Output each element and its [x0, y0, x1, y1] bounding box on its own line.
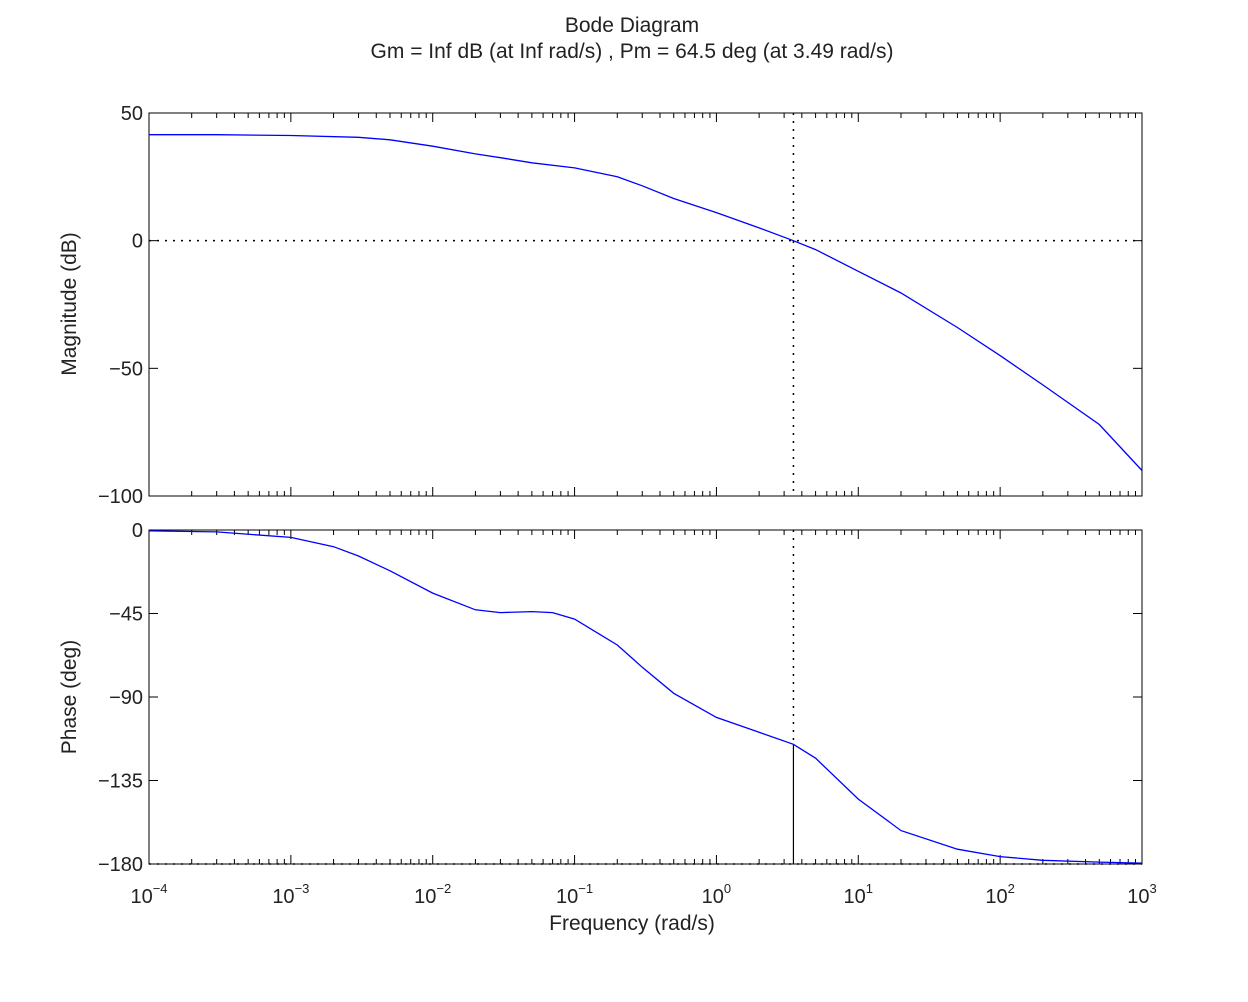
magnitude-ytick-label: −100 — [98, 486, 143, 508]
phase-axis-label: Phase (deg) — [58, 640, 81, 754]
phase-ytick-label: −90 — [109, 687, 143, 709]
chart-subtitle: Gm = Inf dB (at Inf rad/s) , Pm = 64.5 d… — [371, 40, 894, 63]
magnitude-ytick-label: −50 — [109, 358, 143, 380]
magnitude-ytick-label: 50 — [121, 103, 143, 125]
magnitude-plot-frame — [148, 112, 1143, 497]
phase-panel: Phase (deg) 0 −45 −90 −135 −180 — [58, 520, 1143, 876]
frequency-tick-label: 100 — [702, 881, 731, 908]
chart-title: Bode Diagram — [565, 14, 699, 37]
phase-ytick-label: −180 — [98, 854, 143, 876]
phase-ytick-label: −45 — [109, 604, 143, 626]
magnitude-curve — [149, 134, 1143, 471]
magnitude-ytick-label: 0 — [132, 231, 143, 253]
magnitude-axis-label: Magnitude (dB) — [58, 232, 81, 376]
phase-ytick-label: −135 — [98, 771, 143, 793]
frequency-tick-label: 101 — [844, 881, 873, 908]
frequency-tick-label: 10−2 — [414, 881, 451, 908]
frequency-tick-label: 10−4 — [130, 881, 167, 908]
frequency-axis-label: Frequency (rad/s) — [549, 912, 715, 935]
frequency-tick-label: 10−1 — [556, 881, 593, 908]
frequency-tick-label: 103 — [1127, 881, 1156, 908]
phase-ytick-label: 0 — [132, 520, 143, 542]
frequency-tick-label: 10−3 — [272, 881, 309, 908]
phase-plot-frame — [148, 529, 1143, 865]
phase-curve — [148, 530, 1143, 864]
magnitude-panel: Magnitude (dB) 50 0 −50 −100 — [58, 103, 1143, 508]
frequency-tick-label: 102 — [985, 881, 1014, 908]
